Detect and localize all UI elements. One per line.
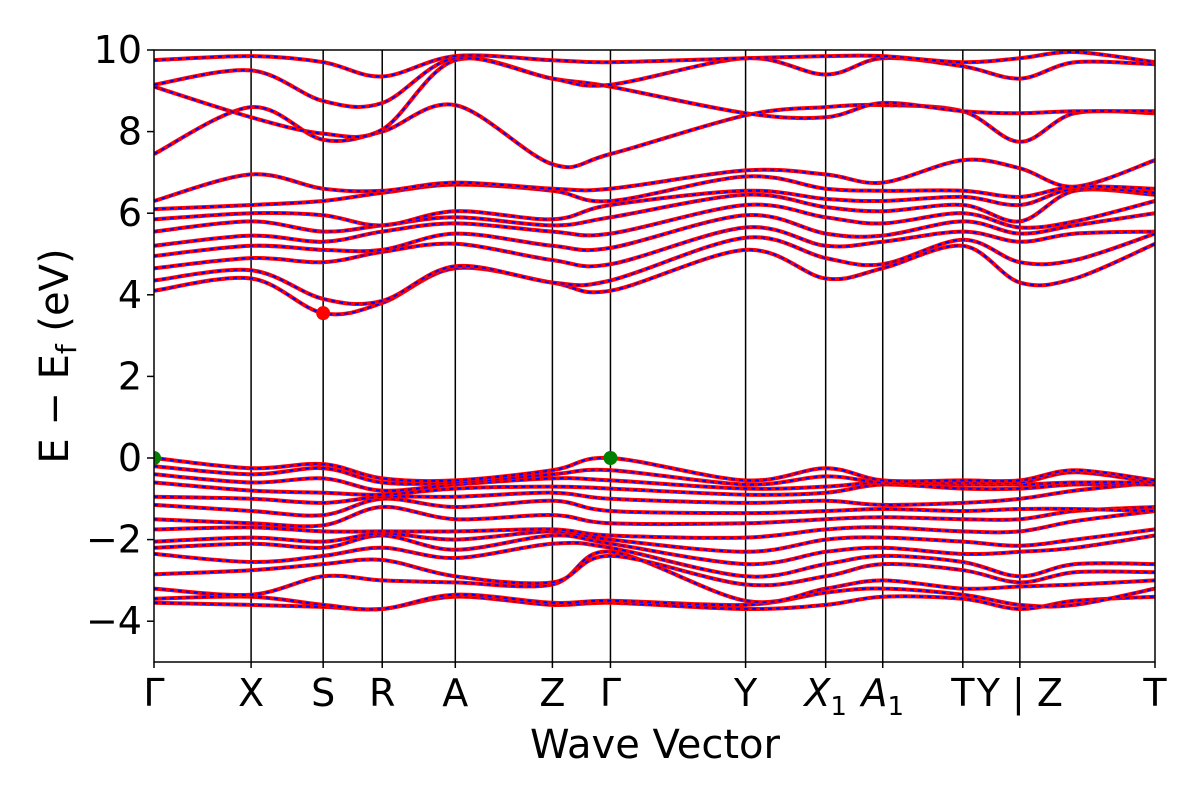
band-line-dashed	[154, 505, 1155, 528]
band-line-solid	[154, 50, 1155, 79]
band-line-dashed	[154, 587, 1155, 611]
band-line-dashed	[154, 541, 1155, 578]
band-line-dashed	[154, 57, 1155, 138]
x-tick-label: Γ	[143, 671, 164, 715]
band-line-solid	[154, 231, 1155, 307]
x-tick-label: A1	[858, 671, 904, 722]
y-axis-title: E − Ef (eV)	[32, 248, 83, 463]
x-tick-label: A	[442, 671, 468, 715]
x-tick-label: Z	[539, 671, 565, 715]
x-tick-label: X1	[802, 671, 847, 722]
band-line-dashed	[154, 481, 1155, 496]
vbm-marker	[603, 451, 618, 465]
y-axis-ticks: −4 −2 0 2 4 6 8 10	[86, 28, 154, 643]
band-line-solid	[154, 56, 1155, 139]
y-tick-label: 8	[118, 110, 142, 154]
band-line-solid	[154, 157, 1155, 203]
band-line-dashed	[154, 481, 1155, 506]
y-tick-label: 4	[118, 273, 142, 317]
y-tick-label: 0	[118, 436, 142, 480]
x-tick-label: Y	[733, 671, 758, 715]
band-line-dashed	[154, 50, 1155, 78]
x-tick-label: X	[238, 671, 264, 715]
vbm-marker	[154, 451, 161, 465]
band-line-dashed	[154, 103, 1155, 169]
band-line-dashed	[154, 56, 1155, 108]
band-line-dashed	[154, 188, 1155, 233]
plot-frame	[153, 49, 1156, 663]
y-tick-label: 10	[94, 28, 142, 72]
y-tick-label: −4	[86, 599, 142, 643]
x-tick-label: S	[311, 671, 335, 715]
y-tick-label: 6	[118, 191, 142, 235]
band-lines	[154, 50, 1155, 612]
x-tick-label: Γ	[600, 671, 621, 715]
x-tick-label: T	[950, 671, 975, 715]
band-line-dashed	[154, 534, 1155, 566]
band-line-dashed	[154, 232, 1155, 306]
band-line-dashed	[154, 510, 1155, 539]
band-line-dashed	[154, 456, 1155, 483]
band-line-dashed	[154, 465, 1155, 486]
x-axis-title: Wave Vector	[530, 722, 781, 768]
band-line-dashed	[154, 550, 1155, 604]
x-tick-label: Y | Z	[976, 671, 1063, 716]
band-line-dashed	[154, 175, 1155, 211]
band-line-dashed	[154, 187, 1155, 227]
y-tick-label: −2	[86, 518, 142, 562]
x-tick-label: T	[1142, 671, 1167, 715]
band-line-dashed	[154, 528, 1155, 553]
y-tick-label: 2	[118, 354, 142, 398]
band-line-solid	[154, 55, 1155, 109]
extremum-markers	[154, 306, 618, 465]
cbm-marker	[316, 306, 331, 321]
high-symmetry-lines	[250, 50, 1021, 662]
band-line-dashed	[154, 497, 1155, 517]
band-line-dashed	[154, 200, 1155, 247]
band-line-dashed	[154, 554, 1155, 587]
x-tick-label: R	[369, 671, 395, 715]
band-line-dashed	[154, 226, 1155, 270]
band-line-dashed	[154, 212, 1155, 257]
